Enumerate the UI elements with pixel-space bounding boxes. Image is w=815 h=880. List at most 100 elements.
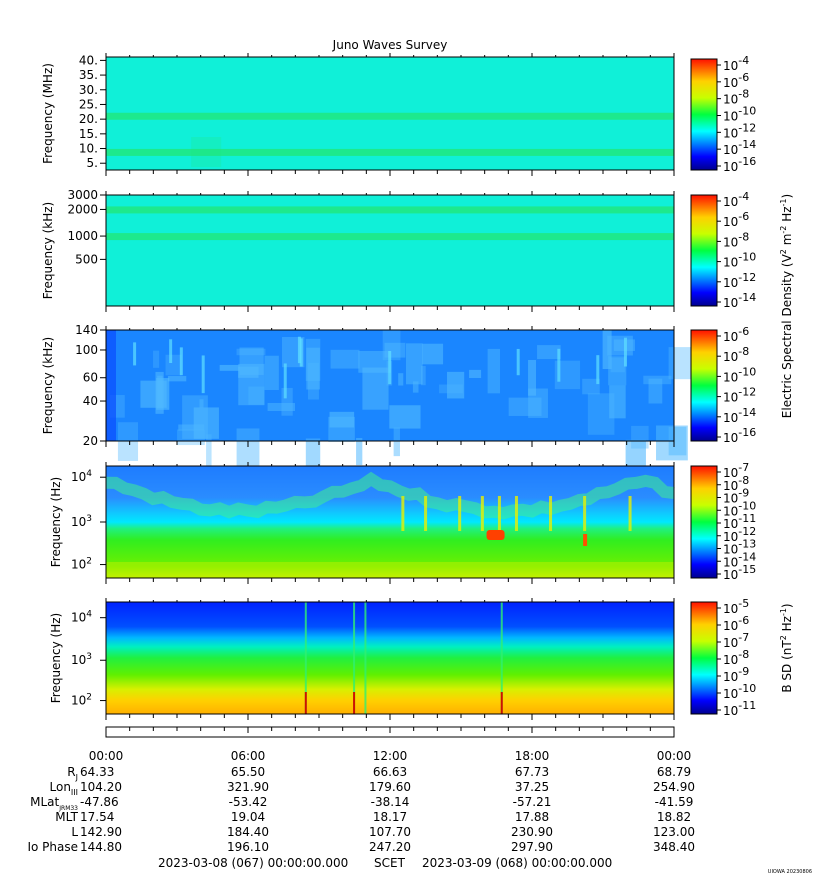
burst-streak	[583, 496, 587, 531]
emission-patch	[165, 354, 182, 376]
colorbar-tick-label: 10-6	[723, 71, 749, 90]
emission-patch	[328, 416, 355, 442]
emission-patch	[199, 399, 204, 408]
colorbar-tick-label: 10-8	[723, 88, 749, 107]
emission-patch	[156, 378, 170, 410]
colorbar-tick-label: 10-7	[723, 631, 749, 650]
emission-streak	[516, 348, 520, 376]
ephemeris-label: RJ	[67, 765, 78, 782]
emission-patch	[608, 356, 627, 386]
emission-patch	[281, 387, 293, 416]
colorbar-tick-label: 10-6	[723, 614, 749, 633]
colorbar-tick-label: 10-14	[723, 406, 756, 425]
time-range-end: 2023-03-09 (068) 00:00:00.000	[422, 856, 612, 870]
x-tick-label: 06:00	[231, 749, 266, 763]
ephemeris-value: 107.70	[369, 825, 411, 839]
emission-patch	[668, 426, 687, 456]
y-tick-label: 20	[83, 434, 98, 448]
ephemeris-table: 00:00 06:00 12:00 18:00 00:00 RJ 64.33 65.50 66.…	[27, 749, 695, 854]
ephemeris-value: 179.60	[369, 780, 411, 794]
spectrogram-panel-lfr-khz: 140 100 60 40 20 Frequency (kHz)	[41, 323, 693, 479]
emission-streak	[388, 350, 392, 385]
colorbar-scale	[690, 194, 718, 307]
ephemeris-value: 18.17	[373, 810, 407, 824]
colorbar-scale	[690, 329, 718, 442]
y-tick-label: 25.	[79, 97, 98, 111]
ephemeris-value: 18.82	[657, 810, 691, 824]
emission-streak	[133, 342, 137, 366]
emission-patch	[528, 360, 536, 396]
ephemeris-value: 196.10	[227, 840, 269, 854]
spectrogram-panel-hfr-mhz: 40.35.30.25.20.15.10.5. Frequency (MHz)	[41, 53, 675, 176]
emission-patch	[447, 371, 465, 399]
emission-band	[106, 112, 674, 120]
ephemeris-value: 17.54	[80, 810, 114, 824]
low-frequency-band	[106, 562, 674, 578]
ephemeris-value: 247.20	[369, 840, 411, 854]
colorbar-tick-label: 10-10	[723, 682, 756, 701]
ephemeris-value: 64.33	[80, 765, 114, 779]
burst-streak	[424, 496, 428, 531]
emission-streak	[169, 339, 173, 363]
y-tick-label: 102	[71, 557, 92, 572]
colorbar-scale	[690, 465, 718, 579]
y-tick-label: 5.	[87, 156, 98, 170]
emission-patch	[248, 386, 265, 405]
y-tick-label: 20.	[79, 112, 98, 126]
ephemeris-value: 144.80	[80, 840, 122, 854]
intense-spike	[353, 692, 356, 714]
credit-label: UIOWA 20230806	[768, 869, 812, 875]
ephemeris-value: 66.63	[373, 765, 407, 779]
ephemeris-label: LonIII	[50, 780, 79, 797]
ephemeris-label: L	[71, 825, 78, 839]
y-tick-label: 500	[75, 252, 98, 266]
colorbar-tick-label: 10-16	[723, 426, 756, 445]
emission-patch	[236, 428, 260, 472]
ephemeris-value: 104.20	[80, 780, 122, 794]
intense-emission	[486, 530, 505, 540]
ephemeris-value: 230.90	[511, 825, 553, 839]
emission-patch	[610, 357, 625, 373]
y-tick-label: 140	[75, 323, 98, 337]
burst-streak	[549, 496, 553, 531]
ephemeris-value: -41.59	[655, 795, 694, 809]
burst-streak	[497, 496, 501, 531]
emission-patch	[508, 397, 542, 416]
emission-patch	[219, 364, 240, 371]
colorbar-tick-label: 10-11	[723, 512, 756, 531]
ephemeris-value: -53.42	[229, 795, 268, 809]
colorbar-tick-label: 10-16	[723, 155, 756, 174]
ephemeris-value: 37.25	[515, 780, 549, 794]
ephemeris-label: Io Phase	[27, 840, 78, 854]
emission-patch	[329, 411, 355, 428]
emission-patch	[643, 375, 672, 385]
broadband-spike	[304, 602, 307, 714]
burst-streak	[401, 496, 405, 531]
emission-patch	[631, 425, 649, 449]
ephemeris-label: MLT	[55, 810, 78, 824]
ephemeris-label: MLatJRM33	[30, 795, 78, 812]
emission-patch	[306, 347, 320, 390]
colorbar-tick-label: 10-10	[723, 105, 756, 124]
ephemeris-value: 19.04	[231, 810, 265, 824]
emission-band	[106, 233, 674, 241]
colorbar-tick-label: 10-8	[723, 648, 749, 667]
ephemeris-value: 65.50	[231, 765, 265, 779]
y-axis-label: Frequency (kHz)	[41, 202, 55, 299]
ephemeris-value: 321.90	[227, 780, 269, 794]
colorbar-tick-label: 10-9	[723, 487, 749, 506]
emission-patch	[422, 343, 444, 365]
emission-streak	[201, 355, 205, 394]
emission-patch	[439, 384, 463, 394]
colorbar-tick-label: 10-12	[723, 121, 756, 140]
colorbar-scale	[690, 58, 718, 171]
burst-streak	[628, 496, 632, 531]
ephemeris-value: 254.90	[653, 780, 695, 794]
colorbar-tick-label: 10-4	[723, 54, 749, 73]
ephemeris-value: 184.40	[227, 825, 269, 839]
emission-patch	[356, 437, 363, 466]
